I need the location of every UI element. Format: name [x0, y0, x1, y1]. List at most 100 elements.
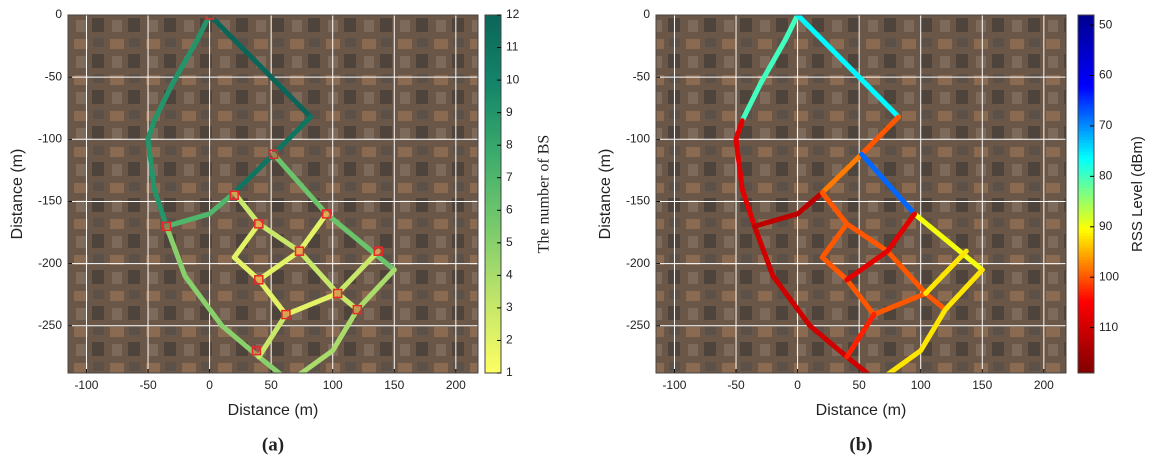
colorbar-band — [485, 298, 501, 301]
colorbar-band — [485, 51, 501, 54]
colorbar-band — [1078, 164, 1094, 167]
colorbar-band — [1078, 137, 1094, 140]
colorbar-band — [1078, 307, 1094, 310]
colorbar-band — [1078, 337, 1094, 340]
colorbar-band — [1078, 349, 1094, 352]
bs-marker — [353, 306, 361, 314]
colorbar-band — [1078, 364, 1094, 367]
colorbar-tick-label: 3 — [506, 300, 513, 314]
colorbar-band — [485, 257, 501, 260]
colorbar-band — [485, 155, 501, 158]
colorbar-band — [485, 27, 501, 30]
bs-marker — [295, 247, 303, 255]
colorbar-band — [485, 301, 501, 304]
colorbar-band — [1078, 340, 1094, 343]
colorbar-band — [485, 90, 501, 93]
y-tick-label: 0 — [643, 7, 650, 21]
colorbar-band — [485, 24, 501, 27]
colorbar-band — [485, 215, 501, 218]
colorbar-band — [485, 233, 501, 236]
colorbar-band — [1078, 286, 1094, 289]
colorbar-band — [485, 245, 501, 248]
colorbar-band — [1078, 72, 1094, 75]
colorbar-band — [485, 254, 501, 257]
colorbar-tick-label: 8 — [506, 137, 513, 151]
colorbar-band — [1078, 221, 1094, 224]
colorbar-band — [485, 346, 501, 349]
colorbar-band — [1078, 36, 1094, 39]
colorbar-band — [485, 304, 501, 307]
colorbar-band — [1078, 131, 1094, 134]
colorbar-band — [1078, 54, 1094, 57]
colorbar-band — [1078, 30, 1094, 33]
colorbar-band — [1078, 254, 1094, 257]
colorbar-band — [1078, 63, 1094, 66]
colorbar-band — [485, 75, 501, 78]
colorbar-band — [1078, 355, 1094, 358]
colorbar-band — [485, 322, 501, 325]
x-tick-label: 100 — [323, 378, 343, 392]
bs-marker — [252, 347, 260, 355]
colorbar-band — [1078, 367, 1094, 370]
colorbar-band — [485, 313, 501, 316]
colorbar-band — [485, 66, 501, 69]
colorbar-band — [485, 230, 501, 233]
colorbar-band — [485, 218, 501, 221]
colorbar-band — [1078, 292, 1094, 295]
colorbar-band — [485, 69, 501, 72]
colorbar-band — [1078, 361, 1094, 364]
colorbar-band — [485, 128, 501, 131]
colorbar-band — [1078, 236, 1094, 239]
colorbar-band — [485, 236, 501, 239]
colorbar-band — [485, 352, 501, 355]
colorbar-band — [1078, 272, 1094, 275]
colorbar-band — [485, 355, 501, 358]
colorbar-band — [1078, 167, 1094, 170]
colorbar-band — [1078, 248, 1094, 251]
colorbar-band — [1078, 358, 1094, 361]
colorbar-band — [485, 63, 501, 66]
y-axis-label: Distance (m) — [9, 149, 26, 240]
colorbar-band — [1078, 81, 1094, 84]
colorbar-band — [485, 54, 501, 57]
colorbar-band — [485, 167, 501, 170]
colorbar-band — [485, 78, 501, 81]
colorbar-band — [485, 96, 501, 99]
colorbar-band — [485, 269, 501, 272]
colorbar-band — [1078, 304, 1094, 307]
y-tick-label: 0 — [55, 7, 62, 21]
colorbar-tick-label: 11 — [506, 40, 519, 54]
colorbar-band — [485, 161, 501, 164]
colorbar-band — [1078, 158, 1094, 161]
colorbar-tick-label: 100 — [1099, 269, 1119, 283]
colorbar-band — [485, 358, 501, 361]
colorbar-band — [1078, 233, 1094, 236]
colorbar-band — [485, 170, 501, 173]
colorbar-band — [1078, 110, 1094, 113]
colorbar-band — [1078, 215, 1094, 218]
colorbar-band — [1078, 96, 1094, 99]
colorbar-band — [485, 248, 501, 251]
colorbar-band — [485, 334, 501, 337]
colorbar-band — [485, 286, 501, 289]
colorbar-tick-label: 50 — [1099, 17, 1113, 31]
colorbar-tick-label: 6 — [506, 202, 513, 216]
colorbar-band — [485, 87, 501, 90]
colorbar-band — [1078, 230, 1094, 233]
colorbar-band — [1078, 295, 1094, 298]
colorbar-band — [1078, 284, 1094, 287]
colorbar-band — [485, 191, 501, 194]
colorbar-band — [1078, 185, 1094, 188]
colorbar-band — [485, 116, 501, 119]
colorbar-band — [485, 325, 501, 328]
colorbar-band — [1078, 209, 1094, 212]
colorbar-band — [485, 42, 501, 45]
colorbar-band — [1078, 102, 1094, 105]
colorbar-label: RSS Level (dBm) — [1129, 136, 1146, 252]
colorbar-band — [485, 203, 501, 206]
bs-marker — [270, 150, 278, 158]
colorbar-band — [1078, 313, 1094, 316]
y-axis-label: Distance (m) — [597, 149, 614, 240]
colorbar-band — [485, 263, 501, 266]
colorbar-band — [485, 281, 501, 284]
